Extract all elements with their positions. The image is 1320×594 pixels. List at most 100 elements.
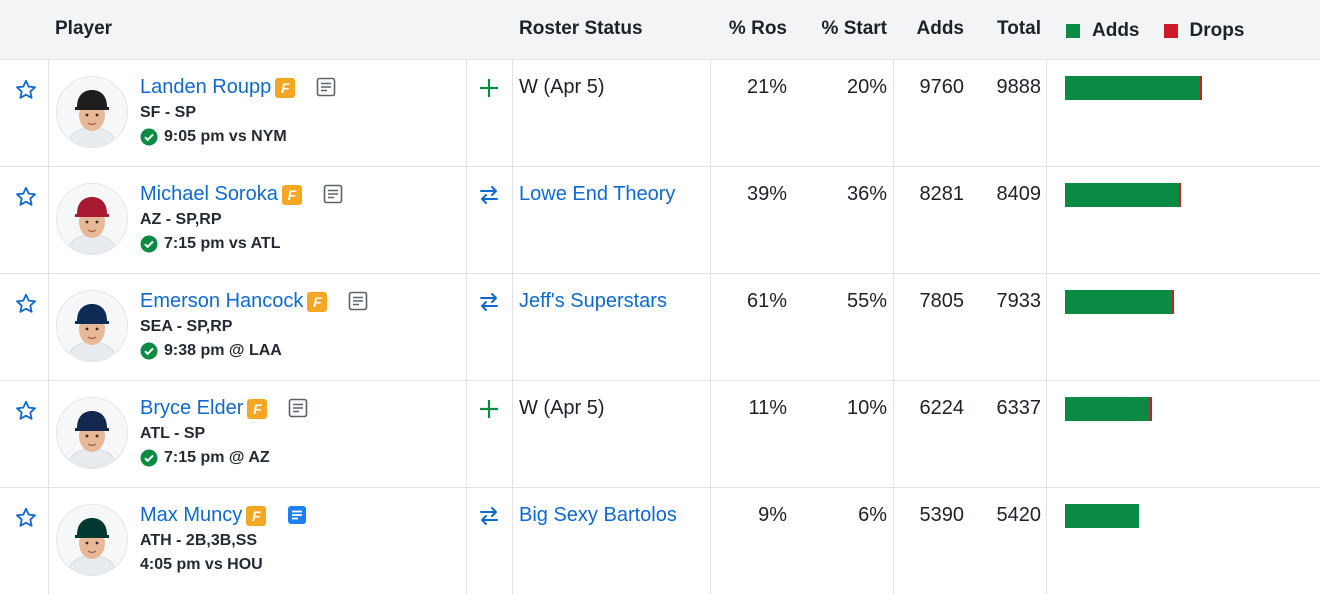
- game-time: 7:15 pm @ AZ: [164, 449, 270, 466]
- note-icon[interactable]: [316, 77, 336, 97]
- column-divider: [48, 167, 49, 273]
- pct-rostered: 9%: [758, 504, 787, 526]
- total-count: 8409: [996, 183, 1042, 205]
- column-divider: [466, 381, 467, 487]
- player-name-link[interactable]: Michael Soroka F: [140, 183, 302, 206]
- pct-started: 36%: [846, 183, 887, 205]
- column-divider: [48, 274, 49, 380]
- watch-star-icon[interactable]: [14, 399, 38, 423]
- fantasy-badge-icon[interactable]: F: [307, 291, 328, 312]
- note-icon[interactable]: [348, 291, 368, 311]
- player-team-position: SEA - SP,RP: [140, 318, 233, 335]
- pct-rostered: 11%: [748, 397, 787, 419]
- table-body: Landen Roupp F SF - SP 9:05 pm vs NYM W (Apr…: [0, 60, 1320, 594]
- check-circle-icon: [140, 128, 158, 146]
- game-time: 9:05 pm vs NYM: [164, 128, 287, 145]
- adds-bar-segment: [1065, 504, 1139, 528]
- column-divider: [512, 60, 513, 166]
- add-player-button[interactable]: [478, 398, 500, 420]
- player-avatar[interactable]: [56, 183, 128, 255]
- player-name[interactable]: Landen Roupp: [140, 76, 272, 98]
- fantasy-badge-icon[interactable]: F: [246, 505, 267, 526]
- adds-drops-bar: [1065, 504, 1139, 528]
- watch-star-icon[interactable]: [14, 506, 38, 530]
- watch-star-icon[interactable]: [14, 78, 38, 102]
- column-divider: [1046, 60, 1047, 166]
- player-team-position: ATH - 2B,3B,SS: [140, 532, 258, 549]
- header-player[interactable]: Player: [55, 18, 113, 39]
- player-team-position: AZ - SP,RP: [140, 211, 222, 228]
- trade-player-button[interactable]: [478, 505, 500, 527]
- column-divider: [512, 488, 513, 594]
- column-divider: [710, 167, 711, 273]
- column-divider: [48, 488, 49, 594]
- table-row: Bryce Elder F ATL - SP 7:15 pm @ AZ W (Apr 5…: [0, 381, 1320, 488]
- player-avatar[interactable]: [56, 76, 128, 148]
- column-divider: [512, 381, 513, 487]
- header-pct-start[interactable]: % Start: [821, 18, 887, 39]
- fantasy-badge-icon[interactable]: F: [275, 77, 296, 98]
- player-avatar[interactable]: [56, 397, 128, 469]
- check-circle-icon: [140, 235, 158, 253]
- player-name[interactable]: Max Muncy: [140, 504, 243, 526]
- player-avatar[interactable]: [56, 504, 128, 576]
- note-new-icon[interactable]: [287, 505, 307, 525]
- adds-count: 5390: [919, 504, 965, 526]
- watch-star-icon[interactable]: [14, 185, 38, 209]
- column-divider: [466, 167, 467, 273]
- pct-started: 6%: [858, 504, 887, 526]
- adds-bar-segment: [1065, 76, 1200, 100]
- roster-status[interactable]: Lowe End Theory: [519, 183, 676, 205]
- total-count: 9888: [996, 76, 1042, 98]
- roster-status[interactable]: Jeff's Superstars: [519, 290, 667, 312]
- game-time: 9:38 pm @ LAA: [164, 342, 282, 359]
- watch-star-icon[interactable]: [14, 292, 38, 316]
- note-icon[interactable]: [288, 398, 308, 418]
- column-divider: [466, 274, 467, 380]
- column-divider: [893, 274, 894, 380]
- trade-player-button[interactable]: [478, 291, 500, 313]
- adds-bar-segment: [1065, 397, 1150, 421]
- total-count: 5420: [996, 504, 1042, 526]
- player-name[interactable]: Bryce Elder: [140, 397, 244, 419]
- player-name-link[interactable]: Max Muncy F: [140, 504, 267, 527]
- check-circle-icon: [140, 342, 158, 360]
- player-name-link[interactable]: Emerson Hancock F: [140, 290, 328, 313]
- player-game-info: 7:15 pm vs ATL: [140, 235, 280, 253]
- player-game-info: 9:05 pm vs NYM: [140, 128, 287, 146]
- header-total[interactable]: Total: [997, 18, 1041, 39]
- player-name-link[interactable]: Bryce Elder F: [140, 397, 268, 420]
- adds-drops-bar: [1065, 290, 1174, 314]
- header-pct-ros[interactable]: % Ros: [728, 18, 787, 39]
- adds-count: 8281: [919, 183, 965, 205]
- legend-adds-label: Adds: [1092, 20, 1140, 41]
- header-roster-status[interactable]: Roster Status: [519, 18, 643, 39]
- header-adds[interactable]: Adds: [916, 18, 965, 39]
- table-row: Max Muncy F ATH - 2B,3B,SS 4:05 pm vs HOU Bi…: [0, 488, 1320, 594]
- column-divider: [512, 274, 513, 380]
- note-icon[interactable]: [323, 184, 343, 204]
- trade-player-button[interactable]: [478, 184, 500, 206]
- column-divider: [1046, 381, 1047, 487]
- player-name[interactable]: Michael Soroka: [140, 183, 278, 205]
- column-divider: [710, 274, 711, 380]
- drops-swatch: [1163, 24, 1178, 38]
- total-count: 6337: [996, 397, 1042, 419]
- column-divider: [893, 60, 894, 166]
- roster-status[interactable]: Big Sexy Bartolos: [519, 504, 677, 526]
- fantasy-badge-icon[interactable]: F: [247, 398, 268, 419]
- player-game-info: 9:38 pm @ LAA: [140, 342, 282, 360]
- player-name-link[interactable]: Landen Roupp F: [140, 76, 296, 99]
- player-name[interactable]: Emerson Hancock: [140, 290, 304, 312]
- adds-drops-bar: [1065, 183, 1181, 207]
- check-circle-icon: [140, 449, 158, 467]
- adds-swatch: [1066, 24, 1080, 38]
- game-time: 4:05 pm vs HOU: [140, 556, 263, 573]
- player-team-position: SF - SP: [140, 104, 197, 121]
- add-player-button[interactable]: [478, 77, 500, 99]
- fantasy-badge-icon[interactable]: F: [281, 184, 302, 205]
- pct-rostered: 21%: [746, 76, 787, 98]
- player-avatar[interactable]: [56, 290, 128, 362]
- drops-bar-segment: [1172, 290, 1174, 314]
